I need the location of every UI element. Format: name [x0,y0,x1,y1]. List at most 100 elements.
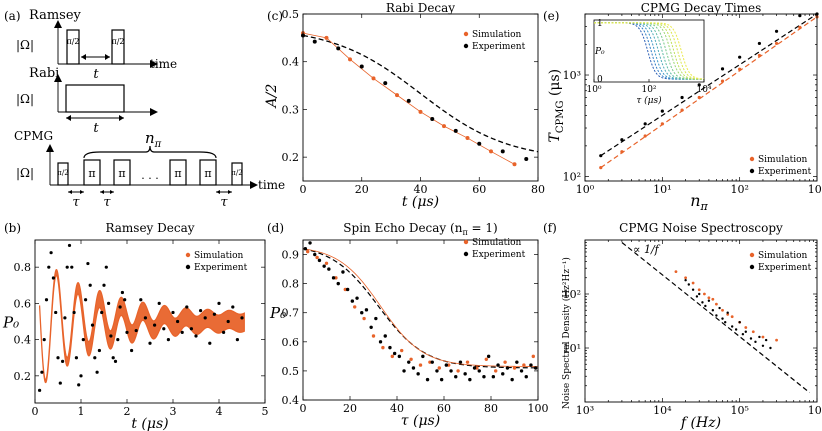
spin-echo-experiment-point [383,334,387,338]
spin-echo-simulation-point [362,316,366,321]
rabi-simulation-point [348,57,352,62]
panel-d-title-end: = 1) [468,221,498,235]
cpmg-experiment-point [774,29,779,33]
cpmg-tau-arrowhead-1l [68,190,72,194]
panel-d-ylabel: P₀ [269,304,286,322]
panel-c-ytick-label: 0.4 [282,56,300,69]
noise-experiment-point [707,299,711,302]
cpmg-experiment-point [720,67,725,71]
cpmg-pi2-last-label: π/2 [231,169,242,177]
cpmg-y-arrow [46,144,54,152]
noise-simulation-point [714,302,718,306]
ramsey-experiment-point [203,316,207,320]
cpmg-pi-4-label: π [204,167,211,180]
ramsey-experiment-point [180,330,184,334]
spin-echo-experiment-point [421,354,425,359]
panel-b-legend-sim-marker [185,252,191,258]
cpmg-tau-marks: τ τ τ [68,190,232,210]
cpmg-pulse-pi2-last [231,162,243,186]
spin-echo-simulation-point [456,369,460,373]
spin-echo-simulation-point [428,360,432,364]
spin-echo-simulation-point [475,366,479,370]
spin-echo-simulation-point [447,363,451,367]
ramsey-experiment-point [38,388,42,392]
cpmg-simulation-point [643,134,647,138]
panel-b-ytick-label: 0.2 [14,370,32,383]
ramsey-experiment-point [212,312,216,316]
spin-echo-experiment-point [533,366,538,370]
cpmg-experiment-point [680,95,684,100]
panel-f-xtick-label: 10³ [576,404,594,417]
ramsey-experiment-point [217,301,221,305]
cpmg-tau-arrowhead-2l [100,190,104,194]
panel-b-xtick-label: 2 [124,405,131,418]
ramsey-experiment-point [130,348,134,353]
ramsey-experiment-point [109,334,113,338]
panel-f-plot-frame [584,239,818,403]
cpmg-pulse-pi2-first [57,162,69,186]
rabi-simulation-point [442,124,446,129]
spin-echo-simulation-point [437,366,441,370]
panel-c-xlabel: t (μs) [402,194,439,210]
panel-d-ytick-label: 0.5 [282,365,300,378]
noise-simulation-point [721,308,724,312]
rabi-y-arrow [54,74,62,82]
ramsey-experiment-point [49,251,53,255]
ramsey-experiment-point [88,283,92,287]
spin-echo-simulation-point [343,287,347,292]
cpmg-pulse-pi-1 [83,159,101,186]
panel-e-title: CPMG Decay Times [641,1,762,15]
noise-experiment-point [764,338,768,342]
spin-echo-experiment-point [416,372,420,376]
ramsey-experiment-point [166,338,170,342]
ramsey-experiment-point [185,305,189,309]
rabi-experiment-point [383,81,388,86]
ramsey-experiment-point [67,243,72,248]
ramsey-experiment-point [125,330,129,334]
ramsey-pulse-1 [66,29,80,65]
rabi-decay-chart: Rabi Decay 0 20 40 60 80 0.2 0.3 0.4 0.5 t (μs) A/2… [264,1,545,210]
noise-experiment-point [695,295,699,298]
spin-echo-experiment-point [454,375,458,379]
spin-echo-simulation-point [484,357,488,361]
panel-e-ylabel-end: (μs) [547,69,563,101]
spin-echo-experiment-point [303,247,308,251]
ramsey-experiment-point [51,276,56,280]
cpmg-tau-arrowhead-3r [228,190,232,194]
panel-d-ytick-label: 0.6 [282,336,300,349]
panel-c-xtick-label: 0 [300,183,307,196]
ramsey-experiment-point [74,356,78,360]
ramsey-experiment-point [81,338,85,342]
panel-d-ytick-label: 0.7 [282,307,300,320]
panel-e-ytick-label: 10³ [563,69,581,82]
cpmg-simulation-point [798,25,802,30]
spin-echo-simulation-point [390,354,394,359]
spin-echo-experiment-point [519,369,524,373]
spin-echo-experiment-point [364,308,369,312]
panel-b-legend-exp-marker [185,264,191,270]
panel-c-legend-sim-label: Simulation [472,30,522,40]
panel-c-legend-exp-label: Experiment [472,42,526,52]
spin-echo-experiment-point [402,369,406,373]
panel-b-ytick-label: 0.6 [14,297,32,310]
spin-echo-simulation-point [494,369,498,373]
noise-experiment-point [687,283,691,286]
ramsey-experiment-point [208,341,212,345]
spin-echo-simulation-point [315,255,319,260]
spin-echo-experiment-point [327,267,331,271]
cpmg-simulation-point [774,41,779,46]
spin-echo-experiment-point [439,377,444,382]
spin-echo-experiment-point [341,270,345,274]
rabi-experiment-point [336,46,341,51]
noise-simulation-point [703,292,706,296]
panel-f-label: (f) [543,221,557,235]
noise-experiment-point [701,301,704,304]
panel-f-ytick-label: 10² [563,288,581,301]
cpmg-simulation-fit-line [600,16,818,169]
panel-c-xtick-label: 20 [355,183,369,196]
panel-b-xtick-label: 4 [216,405,223,418]
cpmg-pi-3-label: π [174,167,181,180]
rabi-simulation-point [395,93,399,98]
spin-echo-experiment-point [515,360,519,364]
cpmg-pi-2-label: π [118,167,125,180]
